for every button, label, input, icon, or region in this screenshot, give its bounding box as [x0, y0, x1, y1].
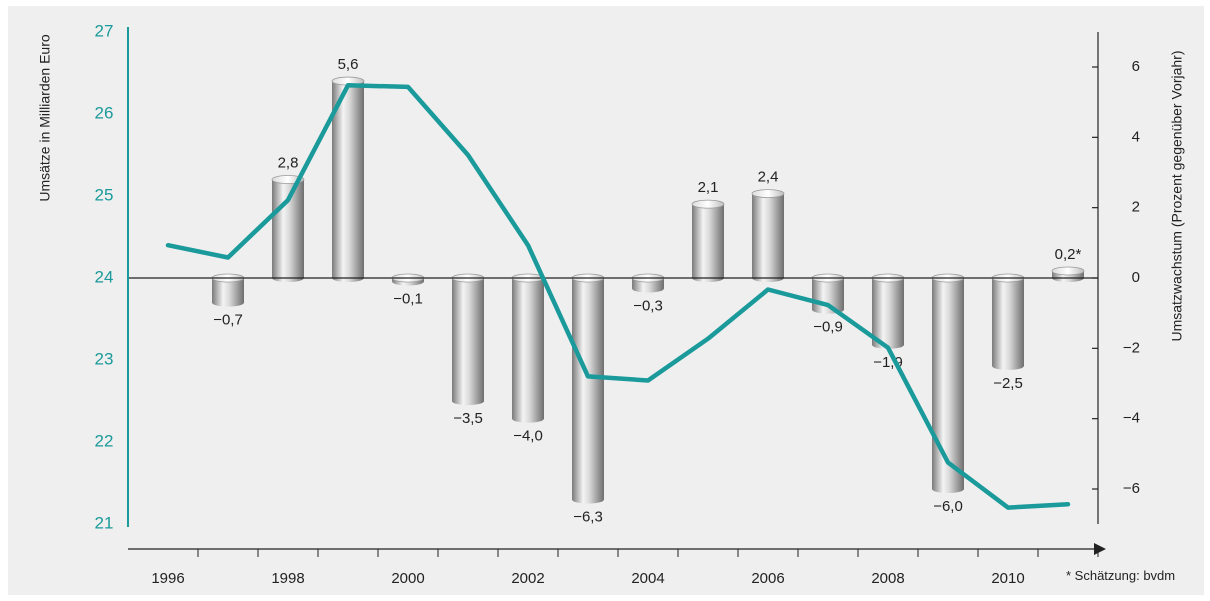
right-tick-label: 2 [1132, 199, 1140, 216]
bar-value-label: −6,3 [573, 509, 603, 526]
bar-bottom-cap [212, 298, 244, 307]
left-tick-label: 23 [95, 349, 114, 368]
right-tick-label: 0 [1132, 269, 1140, 286]
bar-bottom-cap [452, 397, 484, 406]
bar-value-label: −0,3 [633, 298, 663, 315]
left-axis-ticks: 21 22 23 24 25 26 27 [95, 21, 114, 532]
left-tick-label: 27 [95, 21, 114, 40]
left-tick-label: 22 [95, 431, 114, 450]
bar-body [932, 278, 964, 489]
right-tick-label: 4 [1132, 128, 1140, 145]
bar-2010: −2,5 [991, 273, 1025, 392]
bar-body [872, 278, 904, 345]
right-axis-title: Umsatzwachstum (Prozent gegenüber Vorjah… [1169, 50, 1185, 341]
bar-2008: −1,9 [871, 273, 905, 371]
left-tick-label: 26 [95, 103, 114, 122]
bar-body [692, 204, 724, 278]
bar-value-label: 5,6 [338, 56, 359, 73]
bar-body [632, 278, 664, 289]
bar-2002: −4,0 [511, 273, 545, 445]
bar-top-cap [751, 189, 785, 199]
bar-top-cap [691, 199, 725, 209]
bar-top-cap [1051, 266, 1085, 276]
x-axis-arrowhead [1094, 543, 1106, 555]
x-tick-label: 2006 [751, 570, 784, 587]
bar-body [452, 278, 484, 402]
left-tick-label: 21 [95, 513, 114, 532]
bars-layer: −0,7 2,8 5,6 −0,1 −3,5 −4,0 −6,3 −0,3 2,1 2,4 −0,9… [211, 56, 1085, 526]
left-tick-label: 24 [95, 267, 114, 286]
line-layer [165, 83, 1071, 510]
left-axis-title: Umsätze in Milliarden Euro [37, 34, 53, 201]
x-tick-label: 2010 [991, 570, 1024, 587]
bar-value-label: −0,7 [213, 312, 243, 329]
bar-value-label: −2,5 [993, 375, 1023, 392]
bar-body [332, 81, 364, 278]
bar-value-label: 2,1 [698, 179, 719, 196]
right-axis-ticks: −6 −4 −2 0 2 4 6 [1092, 58, 1140, 497]
bar-value-label: −4,0 [513, 428, 543, 445]
bar-body [572, 278, 604, 500]
bar-value-label: 2,4 [758, 169, 779, 186]
bar-2000: −0,1 [391, 273, 425, 308]
bar-body [992, 278, 1024, 366]
bar-2005: 2,1 [691, 179, 725, 282]
bar-2011: 0,2* [1051, 246, 1085, 282]
x-tick-label: 2000 [391, 570, 424, 587]
bar-value-label: −3,5 [453, 410, 483, 427]
bar-value-label: −6,0 [933, 498, 963, 515]
bar-value-label: 2,8 [278, 155, 299, 172]
bar-bottom-cap [632, 284, 664, 293]
bar-body [752, 193, 784, 278]
bar-2003: −6,3 [571, 273, 605, 526]
left-tick-label: 25 [95, 185, 114, 204]
bar-2009: −6,0 [931, 273, 965, 515]
bar-bottom-cap [992, 361, 1024, 370]
right-tick-label: −2 [1123, 339, 1140, 356]
bar-1999: 5,6 [331, 56, 365, 282]
bar-body [512, 278, 544, 419]
revenue-line [165, 83, 1071, 510]
x-tick-label: 2002 [511, 570, 544, 587]
x-tick-label: 2004 [631, 570, 664, 587]
bar-bottom-cap [572, 495, 604, 504]
bar-value-label: −0,1 [393, 291, 423, 308]
bar-bottom-cap [932, 485, 964, 493]
right-tick-label: −4 [1123, 410, 1140, 427]
bar-body [272, 179, 304, 278]
bar-value-label: −0,9 [813, 319, 843, 336]
bar-bottom-cap [512, 414, 544, 423]
x-tick-label: 1998 [271, 570, 304, 587]
bar-1997: −0,7 [211, 273, 245, 329]
x-axis-ticks: 1996 1998 2000 2002 2004 2006 2008 2010 [151, 549, 1099, 587]
x-tick-label: 1996 [151, 570, 184, 587]
bar-2001: −3,5 [451, 273, 485, 427]
bar-2006: 2,4 [751, 169, 785, 282]
right-tick-label: −6 [1123, 480, 1140, 497]
bar-2004: −0,3 [631, 273, 665, 315]
bar-value-label: 0,2* [1055, 246, 1082, 263]
right-tick-label: 6 [1132, 58, 1140, 75]
footnote: * Schätzung: bvdm [1066, 568, 1175, 583]
x-tick-label: 2008 [871, 570, 904, 587]
